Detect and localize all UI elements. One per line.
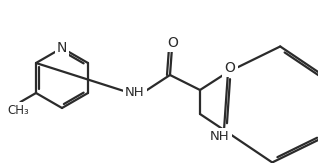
Text: O: O [168, 36, 178, 50]
Text: NH: NH [210, 129, 230, 142]
Text: NH: NH [125, 86, 145, 98]
Text: CH₃: CH₃ [8, 104, 29, 117]
Text: N: N [57, 41, 67, 55]
Text: O: O [225, 61, 235, 75]
